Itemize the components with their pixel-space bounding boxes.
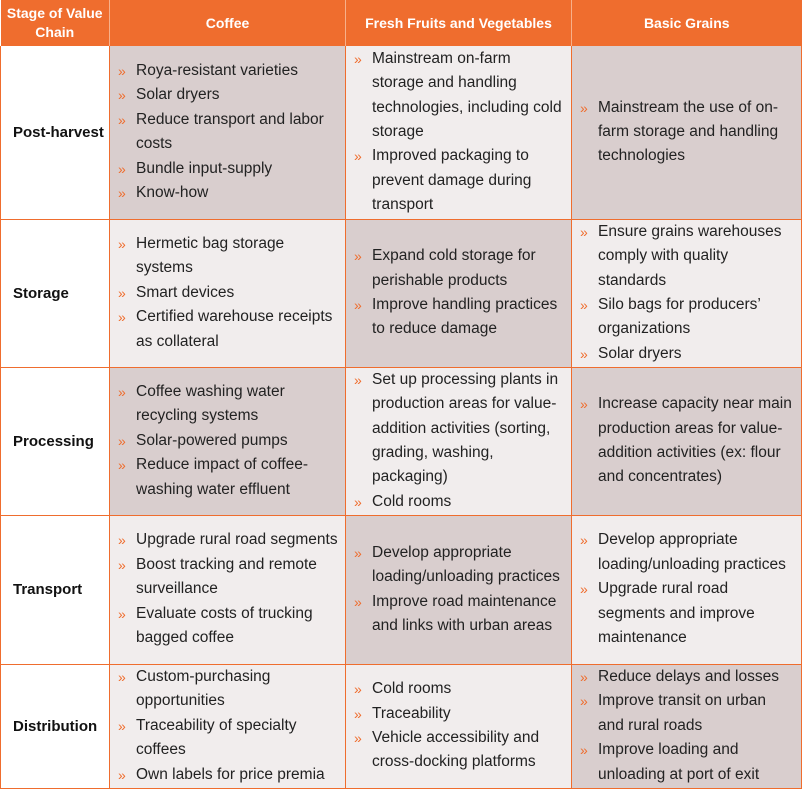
list-item: Mainstream the use of on-farm storage an… — [580, 96, 795, 169]
list-item: Traceability — [354, 702, 565, 727]
list-item: Set up processing plants in production a… — [354, 368, 565, 490]
list-item: Evaluate costs of trucking bagged coffee — [118, 602, 339, 651]
header-fruits: Fresh Fruits and Vegetables — [345, 0, 572, 46]
table-row: Post-harvest Roya-resistant varieties So… — [0, 46, 802, 220]
list-item: Improve transit on urban and rural roads — [580, 689, 795, 738]
list-item: Coffee washing water recycling systems — [118, 380, 339, 429]
list-item: Vehicle accessibility and cross-docking … — [354, 726, 565, 775]
list-item: Certified warehouse receipts as collater… — [118, 305, 339, 354]
header-grains: Basic Grains — [571, 0, 802, 46]
list-item: Improve road maintenance and links with … — [354, 590, 565, 639]
list-item: Custom-purchasing opportunities — [118, 665, 339, 714]
list-item: Expand cold storage for perishable produ… — [354, 244, 565, 293]
list-item: Reduce impact of coffee-washing water ef… — [118, 453, 339, 502]
list-item: Improved packaging to prevent damage dur… — [354, 144, 565, 217]
list-item: Roya-resistant varieties — [118, 59, 339, 84]
list-item: Reduce transport and labor costs — [118, 108, 339, 157]
coffee-cell: Upgrade rural road segments Boost tracki… — [109, 515, 346, 665]
stage-label: Storage — [0, 219, 110, 368]
fruits-cell: Cold rooms Traceability Vehicle accessib… — [345, 664, 572, 789]
list-item: Cold rooms — [354, 490, 565, 515]
list-item: Reduce delays and losses — [580, 665, 795, 690]
list-item: Hermetic bag storage systems — [118, 232, 339, 281]
coffee-cell: Roya-resistant varieties Solar dryers Re… — [109, 46, 346, 220]
coffee-cell: Hermetic bag storage systems Smart devic… — [109, 219, 346, 368]
list-item: Improve loading and unloading at port of… — [580, 738, 795, 787]
table-row: Transport Upgrade rural road segments Bo… — [0, 515, 802, 665]
list-item: Know-how — [118, 181, 339, 206]
list-item: Solar dryers — [580, 342, 795, 367]
list-item: Improve handling practices to reduce dam… — [354, 293, 565, 342]
grains-cell: Develop appropriate loading/unloading pr… — [571, 515, 802, 665]
stage-label: Transport — [0, 515, 110, 665]
fruits-cell: Develop appropriate loading/unloading pr… — [345, 515, 572, 665]
header-row: Stage of Value Chain Coffee Fresh Fruits… — [0, 0, 802, 46]
stage-label: Distribution — [0, 664, 110, 789]
fruits-cell: Expand cold storage for perishable produ… — [345, 219, 572, 368]
list-item: Smart devices — [118, 281, 339, 306]
list-item: Increase capacity near main production a… — [580, 392, 795, 490]
list-item: Develop appropriate loading/unloading pr… — [580, 528, 795, 577]
grains-cell: Increase capacity near main production a… — [571, 367, 802, 516]
list-item: Traceability of specialty coffees — [118, 714, 339, 763]
header-coffee: Coffee — [109, 0, 346, 46]
header-stage: Stage of Value Chain — [0, 0, 110, 46]
list-item: Ensure grains warehouses comply with qua… — [580, 220, 795, 293]
list-item: Own labels for price premia — [118, 763, 339, 788]
list-item: Solar dryers — [118, 83, 339, 108]
grains-cell: Reduce delays and losses Improve transit… — [571, 664, 802, 789]
table-row: Storage Hermetic bag storage systems Sma… — [0, 219, 802, 368]
table-row: Processing Coffee washing water recyclin… — [0, 367, 802, 516]
fruits-cell: Mainstream on-farm storage and handling … — [345, 46, 572, 220]
list-item: Bundle input-supply — [118, 157, 339, 182]
list-item: Cold rooms — [354, 677, 565, 702]
grains-cell: Ensure grains warehouses comply with qua… — [571, 219, 802, 368]
list-item: Mainstream on-farm storage and handling … — [354, 47, 565, 145]
list-item: Silo bags for producers’ organizations — [580, 293, 795, 342]
grains-cell: Mainstream the use of on-farm storage an… — [571, 46, 802, 220]
list-item: Upgrade rural road segments — [118, 528, 339, 553]
list-item: Boost tracking and remote surveillance — [118, 553, 339, 602]
list-item: Solar-powered pumps — [118, 429, 339, 454]
coffee-cell: Coffee washing water recycling systems S… — [109, 367, 346, 516]
list-item: Develop appropriate loading/unloading pr… — [354, 541, 565, 590]
table-row: Distribution Custom-purchasing opportuni… — [0, 664, 802, 789]
coffee-cell: Custom-purchasing opportunities Traceabi… — [109, 664, 346, 789]
list-item: Upgrade rural road segments and improve … — [580, 577, 795, 650]
stage-label: Post-harvest — [0, 46, 110, 220]
fruits-cell: Set up processing plants in production a… — [345, 367, 572, 516]
stage-label: Processing — [0, 367, 110, 516]
